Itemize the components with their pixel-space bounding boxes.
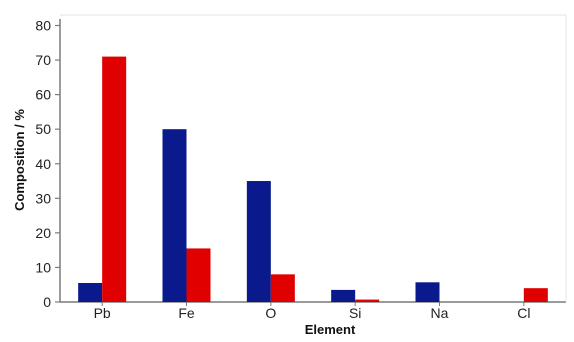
x-tick-label: O bbox=[265, 305, 276, 321]
bar-cl-series-2 bbox=[523, 288, 548, 302]
bar-o-series-2 bbox=[270, 274, 295, 302]
y-tick-label: 60 bbox=[35, 87, 51, 103]
bar-si-series-2 bbox=[355, 299, 380, 302]
y-tick-label: 70 bbox=[35, 52, 51, 68]
bar-group bbox=[78, 56, 548, 303]
y-axis-title: Composition / % bbox=[12, 109, 27, 211]
bar-o-series-1 bbox=[246, 181, 271, 302]
x-tick-label: Fe bbox=[178, 305, 195, 321]
bar-pb-series-2 bbox=[102, 56, 127, 303]
bar-fe-series-1 bbox=[162, 129, 187, 302]
bar-si-series-1 bbox=[331, 289, 356, 302]
x-tick-label: Si bbox=[349, 305, 361, 321]
y-tick-label: 80 bbox=[35, 18, 51, 34]
x-tick-label: Cl bbox=[517, 305, 530, 321]
bar-fe-series-2 bbox=[186, 248, 211, 302]
x-tick-group: Pb Fe O Si Na Cl bbox=[94, 302, 530, 321]
bar-na-series-1 bbox=[415, 282, 440, 302]
y-tick-group: 0 10 20 30 40 50 60 70 80 bbox=[35, 18, 60, 310]
y-tick-label: 10 bbox=[35, 259, 51, 275]
x-axis-title: Element bbox=[305, 322, 356, 337]
y-tick-label: 0 bbox=[43, 294, 51, 310]
x-tick-label: Pb bbox=[94, 305, 111, 321]
bar-pb-series-1 bbox=[78, 282, 103, 302]
plot-frame bbox=[59, 14, 567, 303]
x-tick-label: Na bbox=[431, 305, 449, 321]
y-tick-label: 20 bbox=[35, 225, 51, 241]
y-tick-label: 30 bbox=[35, 190, 51, 206]
y-tick-label: 40 bbox=[35, 156, 51, 172]
y-tick-label: 50 bbox=[35, 121, 51, 137]
